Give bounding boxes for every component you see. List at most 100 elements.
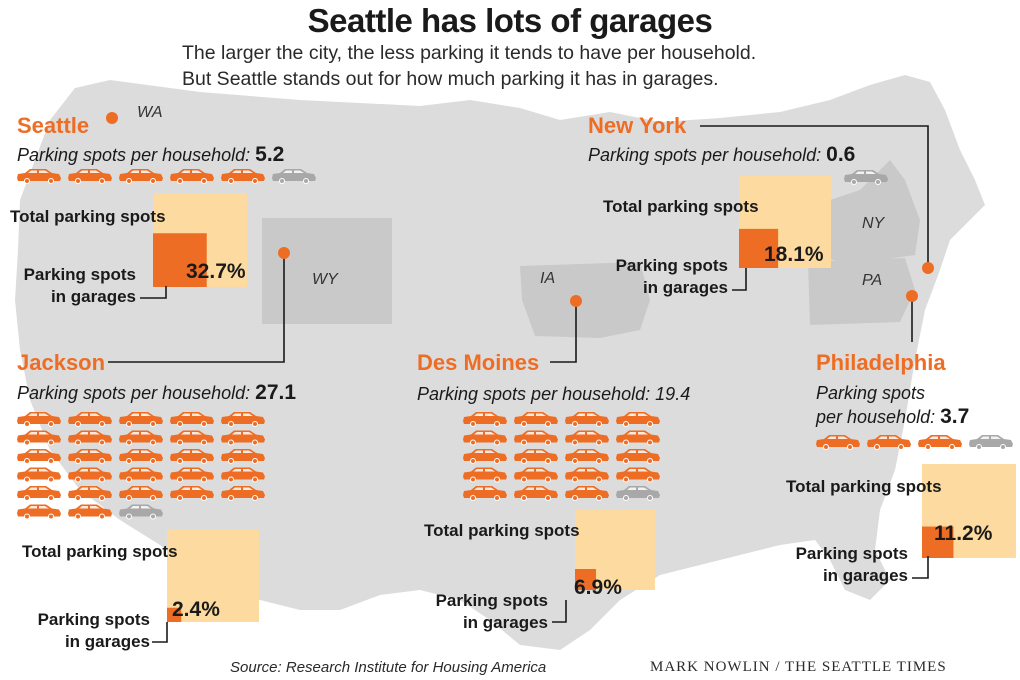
car-icon: [17, 412, 61, 427]
garages-label-des-moines: Parking spots in garages: [410, 590, 548, 634]
iowa-shape: [520, 262, 650, 338]
city-name-des-moines: Des Moines: [417, 350, 540, 375]
per-household-label: Parking spots per household:: [17, 383, 251, 403]
garage-leader-philadelphia: [912, 556, 929, 579]
car-icon: [170, 430, 214, 446]
garage-leader-new-york: [732, 268, 747, 291]
car-icon: [170, 412, 214, 427]
per-household-philadelphia: per household: 3.7: [816, 405, 969, 429]
garage-box-philadelphia: [922, 526, 954, 558]
car-icon: [17, 169, 61, 184]
car-icon: [565, 412, 609, 427]
car-icon: [221, 467, 265, 483]
garages-label-line1: Parking spots: [795, 544, 908, 563]
car-icon: [867, 435, 911, 450]
garage-pct-jackson: 2.4%: [172, 598, 220, 621]
car-icon: [616, 412, 660, 427]
car-icon: [17, 467, 61, 483]
city-name-new-york: New York: [588, 113, 687, 138]
car-icon: [514, 467, 558, 483]
subtitle-line2: But Seattle stands out for how much park…: [182, 68, 719, 90]
total-label-philadelphia: Total parking spots: [786, 477, 942, 496]
car-icon: [170, 449, 214, 464]
per-household-seattle: Parking spots per household: 5.2: [17, 143, 284, 167]
car-icon: [272, 169, 316, 184]
car-icon: [565, 486, 609, 501]
car-icon: [119, 449, 163, 464]
garages-label-line1: Parking spots: [435, 591, 548, 610]
car-icon: [514, 412, 558, 427]
car-icon: [463, 430, 507, 446]
per-household-value: 5.2: [255, 143, 285, 166]
per-household-jackson: Parking spots per household: 27.1: [17, 381, 296, 405]
source-note: Source: Research Institute for Housing A…: [230, 659, 547, 676]
city-name-seattle: Seattle: [17, 113, 90, 138]
per-household-label: Parking spots per household:: [588, 145, 822, 165]
car-icon: [565, 467, 609, 483]
car-icon: [119, 467, 163, 483]
pennsylvania-shape: [808, 258, 915, 325]
car-icon: [514, 486, 558, 501]
car-icon: [565, 449, 609, 464]
car-icon: [816, 435, 860, 450]
des-moines-dot: [570, 295, 582, 307]
garage-box-seattle: [153, 233, 207, 287]
car-icon: [68, 486, 112, 501]
car-icon: [221, 430, 265, 446]
garage-leader-des-moines: [552, 600, 567, 623]
car-icon: [119, 486, 163, 501]
jackson-connector: [108, 253, 285, 363]
total-label-des-moines: Total parking spots: [424, 521, 580, 540]
credit-line: MARK NOWLIN / THE SEATTLE TIMES: [650, 659, 947, 675]
car-icon: [119, 412, 163, 427]
garages-label-line2: in garages: [462, 613, 548, 632]
city-dots: [106, 112, 934, 307]
state-label-wy: WY: [312, 271, 338, 288]
car-icon: [119, 430, 163, 446]
seattle-dot: [106, 112, 118, 124]
car-icon: [565, 430, 609, 446]
garages-label-seattle: Parking spots in garages: [0, 264, 136, 308]
car-icon: [616, 467, 660, 483]
city-name-jackson: Jackson: [17, 350, 106, 375]
garage-pct-philadelphia: 11.2%: [934, 522, 993, 545]
car-icon: [68, 449, 112, 464]
car-icon: [514, 430, 558, 446]
car-icon: [463, 486, 507, 501]
garages-label-line1: Parking spots: [615, 256, 728, 275]
des-moines-connector: [550, 301, 577, 363]
state-label-ny: NY: [862, 215, 885, 232]
garages-label-philadelphia: Parking spots in garages: [770, 543, 908, 587]
car-icon: [68, 467, 112, 483]
car-icon: [17, 430, 61, 446]
per-household-philadelphia-line1: Parking spots: [816, 383, 926, 403]
garage-pct-seattle: 32.7%: [186, 260, 246, 283]
car-icon: [969, 435, 1013, 450]
car-icon: [170, 169, 214, 184]
car-icon: [68, 430, 112, 446]
car-icon: [119, 169, 163, 184]
car-icon: [68, 412, 112, 427]
state-label-ia: IA: [540, 270, 556, 287]
car-icon: [17, 504, 61, 520]
car-icon: [221, 169, 265, 184]
per-household-label: Parking spots per household:: [417, 384, 651, 404]
car-icon: [463, 412, 507, 427]
per-household-des-moines: Parking spots per household: 19.4: [417, 384, 690, 405]
total-label-jackson: Total parking spots: [22, 542, 178, 561]
total-label-new-york: Total parking spots: [603, 197, 759, 216]
garage-box-new-york: [739, 228, 779, 268]
per-household-label: Parking spots per household:: [17, 145, 251, 165]
jackson-dot: [278, 247, 290, 259]
garages-label-line2: in garages: [50, 287, 136, 306]
car-icon: [170, 467, 214, 483]
state-label-pa: PA: [862, 272, 883, 289]
garages-label-line1: Parking spots: [37, 610, 150, 629]
garage-pct-des-moines: 6.9%: [574, 576, 622, 599]
car-icon: [119, 504, 163, 520]
new-york-connector: [700, 125, 929, 268]
total-label-seattle: Total parking spots: [10, 207, 166, 226]
car-icon: [616, 449, 660, 464]
philadelphia-dot: [906, 290, 918, 302]
garages-label-line2: in garages: [642, 278, 728, 297]
